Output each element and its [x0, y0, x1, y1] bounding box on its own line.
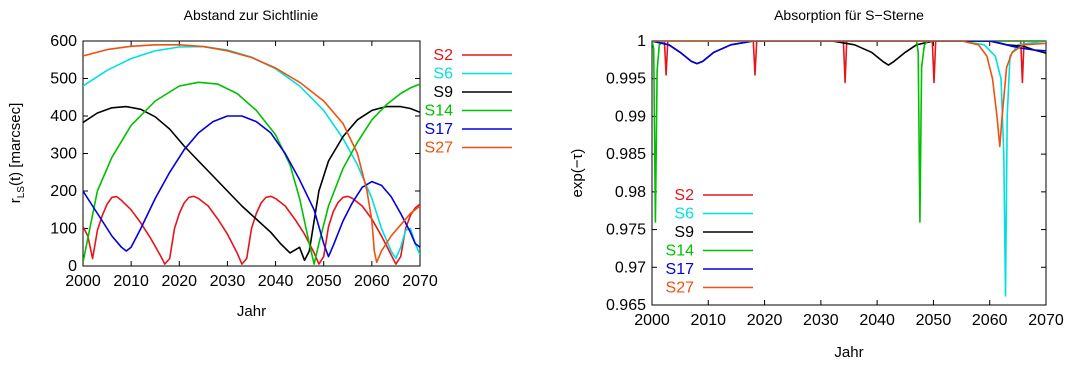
series-line-s9 — [652, 41, 1046, 66]
y-axis-label: rLS(t) [marcsec] — [7, 103, 27, 204]
legend-label-s2: S2 — [433, 47, 453, 64]
series-line-s17 — [83, 115, 420, 258]
y-axis-label: exp(−τ) — [569, 149, 586, 198]
x-tick-label: 2020 — [747, 312, 783, 329]
legend-label-s9: S9 — [433, 84, 453, 101]
y-tick-label: 0.97 — [615, 259, 646, 276]
x-tick-label: 2010 — [690, 312, 726, 329]
series-line-s9 — [83, 105, 420, 262]
y-tick-label: 600 — [50, 33, 77, 50]
y-tick-label: 0.965 — [606, 297, 646, 314]
x-tick-label: 2000 — [634, 312, 670, 329]
y-tick-label: 1 — [637, 33, 646, 50]
y-tick-label: 500 — [50, 71, 77, 88]
y-tick-label: 0 — [68, 258, 77, 275]
chart-2: Absorption für S−Sterne 2000 2010 2020 2030 2… — [569, 7, 1064, 361]
y-tick-label: 200 — [50, 183, 77, 200]
x-tick-label: 2030 — [803, 312, 839, 329]
series-group — [83, 44, 420, 265]
x-tick-label: 2030 — [210, 273, 246, 290]
x-axis-label: Jahr — [834, 344, 863, 361]
legend-label-s9: S9 — [674, 224, 694, 241]
x-tick-label: 2070 — [1028, 312, 1064, 329]
x-tick-label: 2020 — [161, 273, 197, 290]
y-tick-label: 0.99 — [615, 108, 646, 125]
series-group — [652, 41, 1046, 297]
series-line-s6 — [83, 45, 420, 260]
x-tick-label: 2050 — [306, 273, 342, 290]
legend-label-s17: S17 — [666, 261, 695, 278]
series-line-s27 — [83, 44, 420, 264]
y-tick-label: 0.98 — [615, 184, 646, 201]
legend-label-s2: S2 — [674, 187, 694, 204]
x-tick-label: 2060 — [354, 273, 390, 290]
legend-label-s27: S27 — [425, 140, 454, 157]
legend-label-s14: S14 — [666, 243, 695, 260]
series-line-s6 — [652, 41, 1046, 297]
series-line-s14 — [652, 41, 1046, 223]
x-tick-label: 2060 — [972, 312, 1008, 329]
series-line-s2 — [83, 195, 420, 265]
series-line-s2 — [652, 41, 1046, 84]
legend-label-s6: S6 — [674, 206, 694, 223]
x-tick-label: 2040 — [859, 312, 895, 329]
legend-label-s6: S6 — [433, 66, 453, 83]
plot-frame — [651, 40, 1047, 306]
y-tick-label: 300 — [50, 146, 77, 163]
legend-label-s17: S17 — [425, 121, 454, 138]
x-tick-label: 2010 — [113, 273, 149, 290]
chart-title: Abstand zur Sichtlinie — [184, 7, 319, 23]
y-tick-label: 100 — [50, 221, 77, 238]
x-tick-label: 2040 — [258, 273, 294, 290]
x-axis-label: Jahr — [237, 303, 266, 320]
chart-title: Absorption für S−Sterne — [774, 7, 924, 23]
x-tick-label: 2050 — [916, 312, 952, 329]
legend-label-s14: S14 — [425, 103, 454, 120]
series-line-s27 — [652, 41, 1046, 148]
x-tick-label: 2000 — [65, 273, 101, 290]
series-line-s14 — [83, 81, 420, 265]
y-tick-label: 0.985 — [606, 146, 646, 163]
y-tick-label: 0.975 — [606, 222, 646, 239]
y-tick-label: 0.995 — [606, 71, 646, 88]
y-tick-label: 400 — [50, 108, 77, 125]
x-tick-label: 2070 — [402, 273, 438, 290]
legend-label-s27: S27 — [666, 280, 695, 297]
